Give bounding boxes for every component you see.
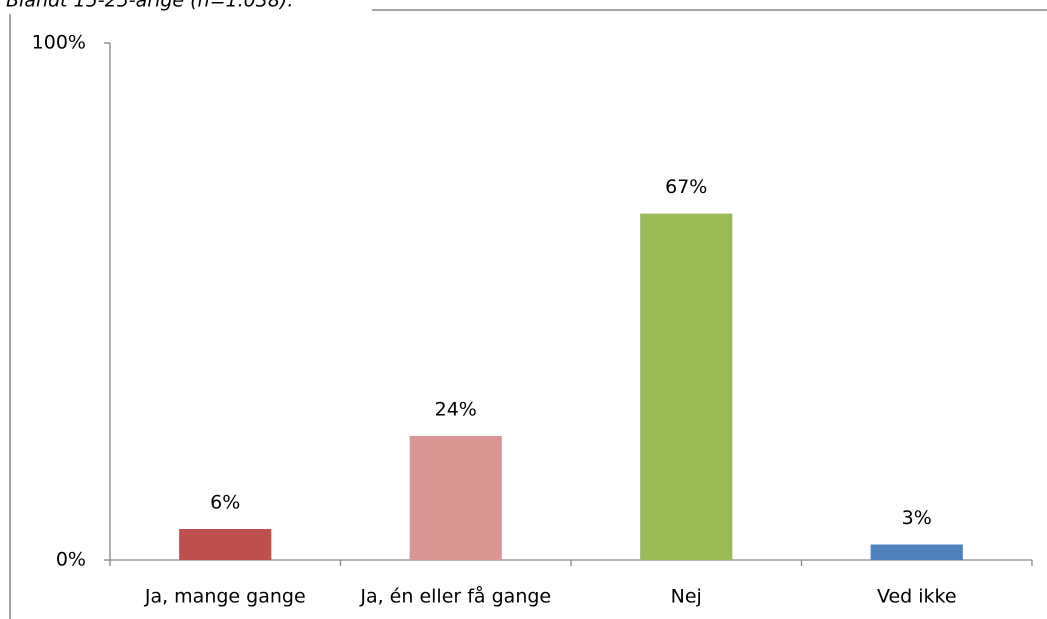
x-tick-label: Ja, mange gange — [144, 586, 306, 608]
y-tick-label: 0% — [56, 549, 86, 571]
chart-title: Blandt 15-25-årige (n=1.038). — [6, 0, 293, 12]
data-label: 6% — [210, 491, 240, 513]
y-tick-label: 100% — [32, 32, 86, 54]
title-background — [0, 0, 372, 14]
x-tick-label: Ved ikke — [877, 586, 957, 608]
x-tick-label: Ja, én eller få gange — [359, 585, 551, 608]
bar — [409, 435, 502, 560]
chart-border — [9, 9, 1047, 619]
data-label: 24% — [435, 398, 477, 420]
bar — [179, 528, 272, 560]
bar — [870, 544, 963, 560]
x-tick-label: Nej — [671, 586, 702, 608]
data-label: 3% — [902, 507, 932, 529]
bar — [640, 213, 733, 561]
data-label: 67% — [665, 176, 707, 198]
